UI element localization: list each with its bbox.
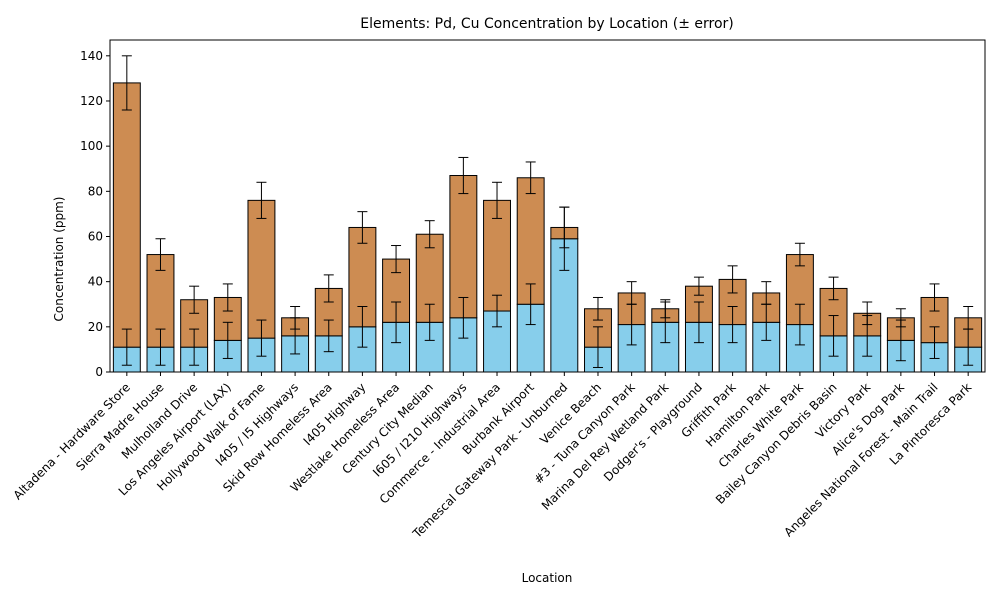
- error-bar-top: [357, 211, 368, 244]
- y-tick-label: 100: [80, 139, 103, 153]
- error-bar-top: [761, 281, 772, 305]
- error-bar-bottom: [794, 303, 805, 346]
- bar-segment-bottom: [752, 321, 781, 373]
- y-axis: 0 20 40 60 80 100 120 140: [80, 49, 110, 379]
- error-bar-top: [592, 296, 603, 321]
- chart-title: Elements: Pd, Cu Concentration by Locati…: [360, 16, 734, 32]
- error-bar-top: [727, 265, 738, 294]
- error-bar-bottom: [155, 328, 166, 366]
- error-bars-group: [121, 55, 974, 368]
- error-bar-top: [222, 283, 233, 312]
- y-tick-label: 0: [95, 365, 103, 379]
- error-bar-top: [626, 281, 637, 305]
- error-bar-top: [660, 299, 671, 319]
- error-bar-top: [828, 276, 839, 301]
- error-bar-top: [525, 161, 536, 195]
- y-tick-label: 40: [88, 275, 103, 289]
- error-bar-bottom: [929, 326, 940, 359]
- plot-frame: [109, 39, 986, 373]
- error-bar-top: [121, 55, 132, 111]
- y-tick-label: 20: [88, 320, 103, 334]
- bar-segment-top: [516, 177, 545, 305]
- error-bar-top: [189, 285, 200, 314]
- error-bar-top: [256, 181, 267, 219]
- x-axis-label: Location: [522, 571, 573, 585]
- error-bar-top: [155, 238, 166, 271]
- bars-group: [112, 82, 983, 373]
- y-tick-label: 60: [88, 229, 103, 243]
- error-bar-top: [929, 283, 940, 312]
- bar-segment-top: [449, 175, 478, 319]
- error-bar-top: [492, 181, 503, 219]
- y-tick-label: 120: [80, 94, 103, 108]
- error-bar-bottom: [391, 301, 402, 344]
- error-bar-bottom: [357, 306, 368, 348]
- error-bar-top: [794, 242, 805, 267]
- error-bar-top: [895, 308, 906, 328]
- error-bar-bottom: [256, 319, 267, 357]
- bar-segment-top: [112, 82, 141, 348]
- error-bar-bottom: [592, 326, 603, 368]
- error-bar-top: [290, 306, 301, 330]
- error-bar-bottom: [222, 321, 233, 359]
- y-axis-label: Concentration (ppm): [52, 197, 66, 322]
- error-bar-top: [559, 206, 570, 249]
- error-bar-bottom: [458, 296, 469, 339]
- error-bar-bottom: [424, 303, 435, 341]
- error-bar-bottom: [492, 294, 503, 328]
- error-bar-top: [963, 306, 974, 330]
- error-bar-top: [862, 301, 873, 326]
- y-tick-label: 140: [80, 49, 103, 63]
- error-bar-bottom: [189, 328, 200, 366]
- error-bar-bottom: [693, 301, 704, 344]
- error-bar-bottom: [323, 319, 334, 353]
- error-bar-bottom: [525, 283, 536, 326]
- error-bar-bottom: [828, 315, 839, 357]
- error-bar-top: [458, 156, 469, 195]
- error-bar-top: [693, 276, 704, 296]
- error-bar-bottom: [727, 306, 738, 344]
- bar-segment-top: [247, 199, 276, 339]
- error-bar-top: [323, 274, 334, 303]
- error-bar-bottom: [121, 328, 132, 366]
- error-bar-top: [391, 245, 402, 274]
- error-bar-top: [424, 220, 435, 249]
- y-tick-label: 80: [88, 184, 103, 198]
